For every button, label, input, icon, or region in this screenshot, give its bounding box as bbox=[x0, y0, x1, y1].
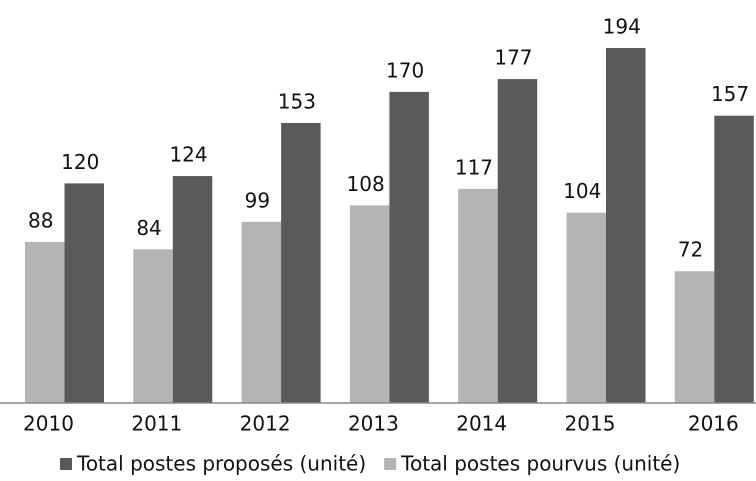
legend-swatch bbox=[384, 458, 397, 470]
bar bbox=[714, 115, 754, 403]
x-tick-label: 2016 bbox=[688, 412, 739, 436]
x-tick-label: 2014 bbox=[456, 412, 507, 436]
x-tick-label: 2010 bbox=[23, 412, 74, 436]
bar bbox=[497, 79, 538, 403]
bar bbox=[674, 271, 715, 403]
bar bbox=[349, 205, 390, 403]
data-label: 84 bbox=[136, 216, 161, 240]
bar bbox=[133, 249, 173, 403]
data-label: 124 bbox=[169, 143, 207, 167]
legend-swatch bbox=[60, 458, 72, 470]
legend-label: Total postes proposés (unité) bbox=[76, 452, 366, 476]
data-label: 170 bbox=[386, 58, 424, 82]
data-label: 177 bbox=[494, 46, 532, 70]
data-label: 108 bbox=[347, 172, 385, 196]
bar bbox=[389, 91, 429, 404]
data-label: 157 bbox=[711, 82, 749, 106]
bar bbox=[25, 241, 65, 403]
data-label: 120 bbox=[61, 150, 99, 174]
data-label: 99 bbox=[245, 188, 270, 212]
bar bbox=[64, 183, 104, 403]
x-tick-label: 2015 bbox=[565, 412, 616, 436]
data-label: 104 bbox=[563, 179, 601, 203]
data-label: 117 bbox=[455, 155, 493, 179]
bar bbox=[458, 188, 498, 403]
bar bbox=[606, 47, 646, 403]
bar bbox=[241, 221, 282, 403]
x-tick-label: 2012 bbox=[240, 412, 291, 436]
legend-label: Total postes pourvus (unité) bbox=[400, 452, 680, 476]
data-label: 88 bbox=[28, 208, 53, 232]
x-tick-label: 2013 bbox=[348, 412, 399, 436]
bar bbox=[281, 123, 321, 403]
bar bbox=[172, 176, 213, 403]
data-label: 72 bbox=[678, 238, 703, 262]
x-tick-label: 2011 bbox=[131, 412, 182, 436]
data-label: 194 bbox=[603, 14, 641, 38]
bar bbox=[566, 212, 606, 403]
data-label: 153 bbox=[278, 90, 316, 114]
